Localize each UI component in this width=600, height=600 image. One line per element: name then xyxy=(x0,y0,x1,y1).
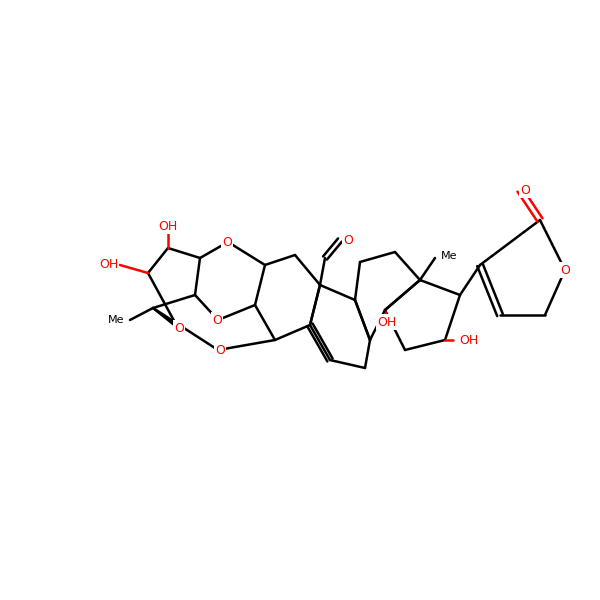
Text: OH: OH xyxy=(377,316,397,329)
Text: OH: OH xyxy=(99,257,118,271)
Text: O: O xyxy=(174,322,184,335)
Text: O: O xyxy=(560,263,570,277)
Text: OH: OH xyxy=(459,334,478,346)
Text: O: O xyxy=(343,233,353,247)
Text: O: O xyxy=(520,184,530,196)
Text: O: O xyxy=(215,343,225,356)
Text: Me: Me xyxy=(441,251,458,261)
Text: Me: Me xyxy=(107,315,124,325)
Text: O: O xyxy=(212,313,222,326)
Text: OH: OH xyxy=(158,220,178,232)
Text: O: O xyxy=(222,235,232,248)
